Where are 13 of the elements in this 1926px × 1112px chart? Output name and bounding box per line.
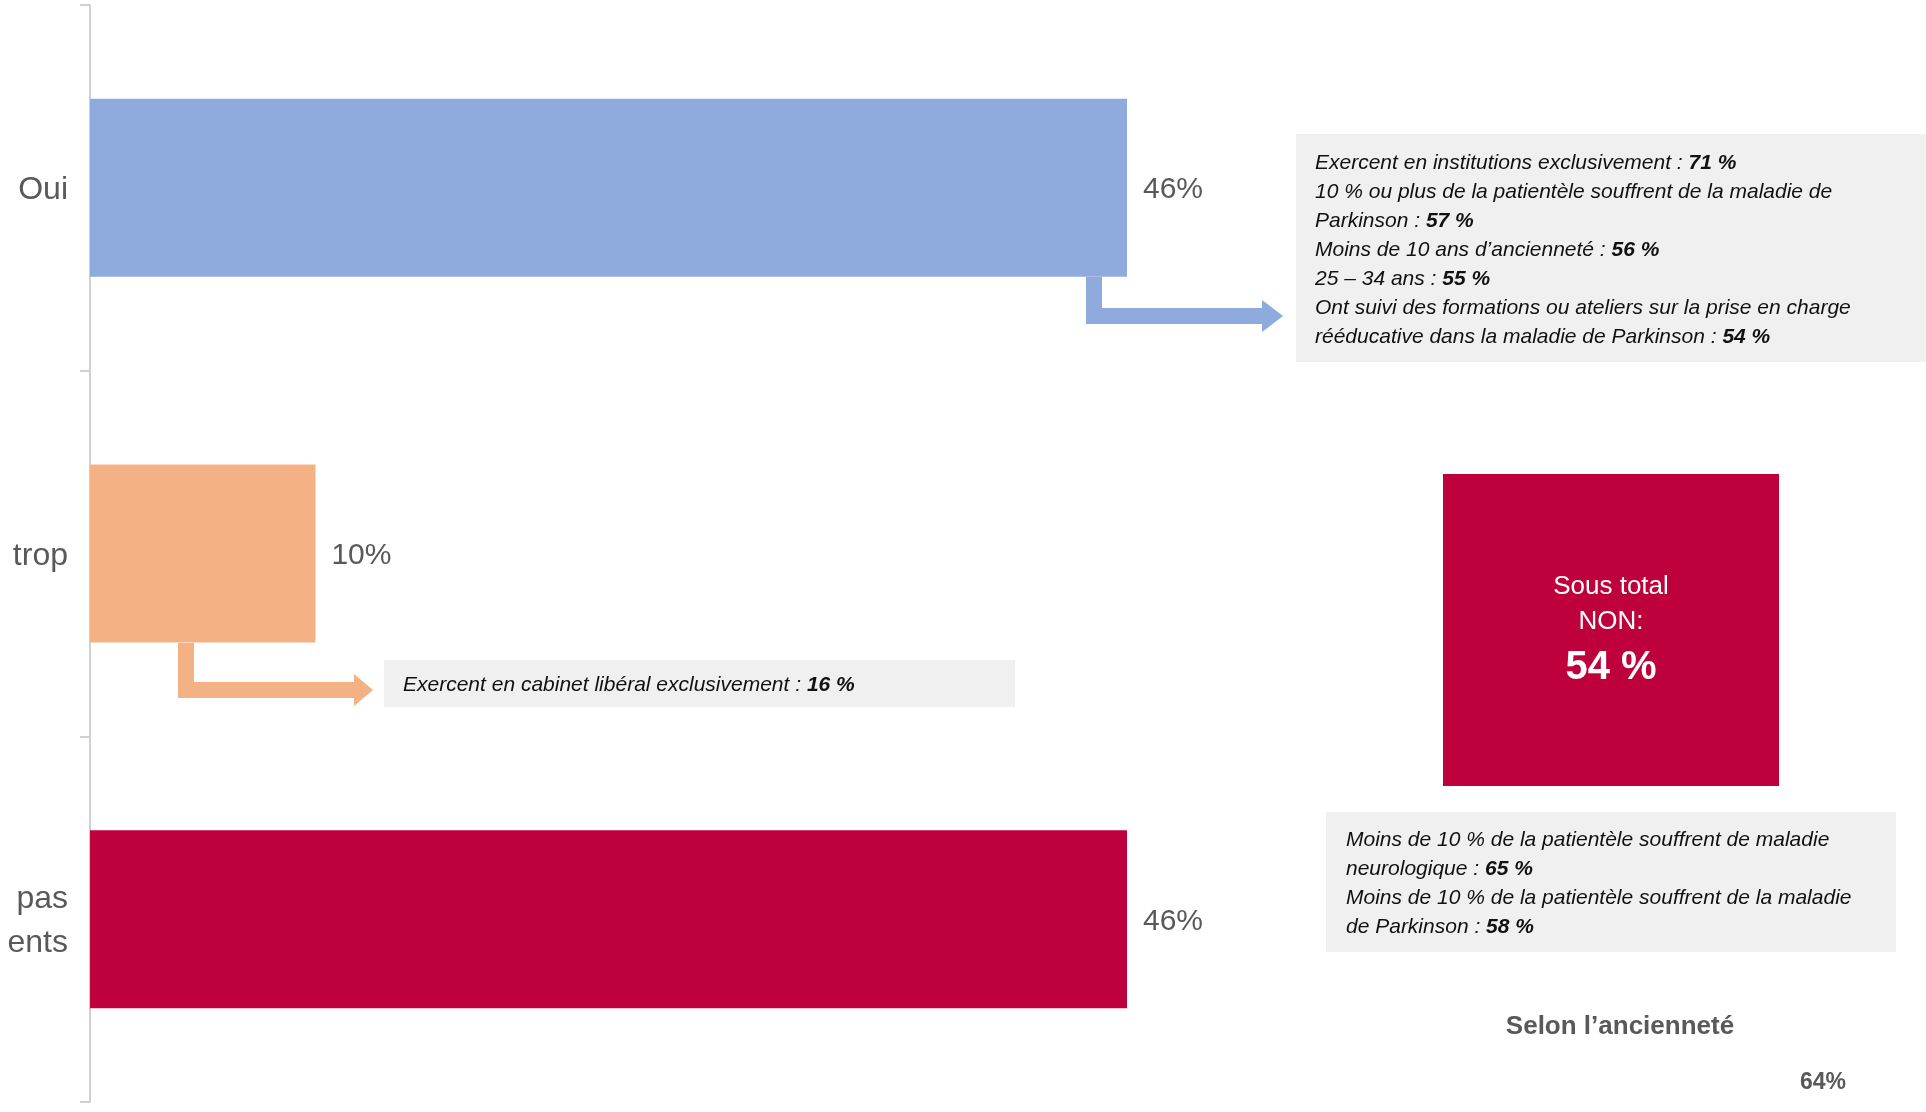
data-label: 46% <box>1143 171 1204 205</box>
note-box: Exercent en cabinet libéral exclusivement : 16 % <box>384 660 1015 707</box>
annotation: Exercent en cabinet libéral exclusivement : 16 % <box>403 671 856 697</box>
note-box: Sous total NON: 54 % <box>1443 474 1779 786</box>
data-label: 46% <box>1143 902 1204 936</box>
note-box: Exercent en institutions exclusivement : 71 % 10 % ou plus de la patientèle souffrent de la maladie de Parkinson : 57 % Moins de 10 ans d’ancienneté : 56 % 25 – 34 ans : 55 % Ont suivi des formations ou ateliers sur la prise en charge rééducative dans la maladie de Parkinson : 54 % <box>1296 134 1926 362</box>
text: 64% <box>1800 1068 1847 1095</box>
data-label: 10% <box>331 537 392 570</box>
y-tick-label: pas ents <box>7 879 68 960</box>
note-box: Moins de 10 % de la patientèle souffrent de maladie neurologique : 65 % Moins de 10 % de la patientèle souffrent de la maladie de Parkinson : 58 % <box>1326 812 1896 952</box>
y-tick-label: Oui <box>18 169 68 206</box>
text: Selon l’ancienneté <box>1504 1010 1736 1041</box>
y-tick-label: trop <box>12 535 68 572</box>
